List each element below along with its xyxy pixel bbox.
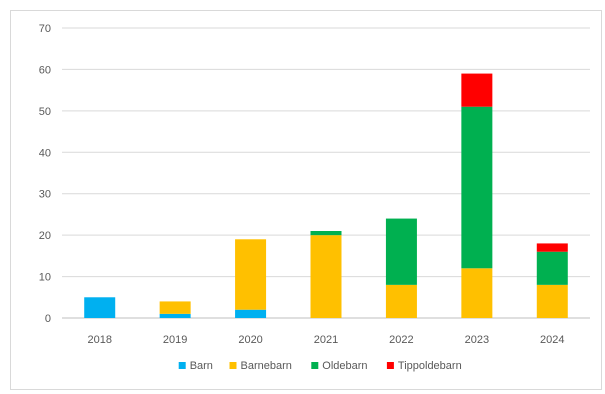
y-tick-label: 50 xyxy=(39,106,51,118)
legend-label-barn: Barn xyxy=(190,360,213,372)
legend: Barn Barnebarn Oldebarn Tippoldebarn xyxy=(178,360,462,372)
y-tick-label: 30 xyxy=(39,189,51,201)
x-tick-label: 2019 xyxy=(163,334,187,346)
y-tick-label: 10 xyxy=(39,272,51,284)
legend-swatch-barnebarn xyxy=(229,362,237,369)
legend-swatch-barn xyxy=(178,362,186,369)
y-tick-label: 20 xyxy=(39,230,51,242)
bar-oldebarn-2024 xyxy=(536,251,568,285)
bar-oldebarn-2023 xyxy=(461,106,493,269)
bars xyxy=(84,73,568,318)
bar-barn-2020 xyxy=(235,309,267,318)
y-tick-label: 0 xyxy=(45,313,51,325)
x-tick-label: 2020 xyxy=(238,334,262,346)
x-tick-label: 2022 xyxy=(389,334,413,346)
gridlines xyxy=(62,27,590,319)
x-tick-label: 2018 xyxy=(87,334,111,346)
legend-label-barnebarn: Barnebarn xyxy=(241,360,292,372)
legend-swatch-tippoldebarn xyxy=(386,362,394,369)
bar-barnebarn-2020 xyxy=(235,239,267,310)
bar-oldebarn-2021 xyxy=(310,231,342,236)
x-axis-ticks: 2018 2019 2020 2021 2022 2023 2024 xyxy=(87,334,564,346)
bar-barnebarn-2024 xyxy=(536,284,568,318)
y-axis-ticks: 0 10 20 30 40 50 60 70 xyxy=(39,23,51,325)
legend-label-tippoldebarn: Tippoldebarn xyxy=(398,360,462,372)
chart-frame xyxy=(10,10,602,390)
y-tick-label: 60 xyxy=(39,64,51,76)
x-tick-label: 2024 xyxy=(540,334,564,346)
legend-swatch-oldebarn xyxy=(311,362,319,369)
y-tick-label: 70 xyxy=(39,23,51,35)
bar-tippoldebarn-2024 xyxy=(536,243,568,252)
x-tick-label: 2023 xyxy=(465,334,489,346)
bar-oldebarn-2022 xyxy=(385,218,417,285)
bar-barnebarn-2023 xyxy=(461,268,493,318)
legend-label-oldebarn: Oldebarn xyxy=(322,360,367,372)
x-tick-label: 2021 xyxy=(314,334,338,346)
bar-tippoldebarn-2023 xyxy=(461,73,493,107)
bar-barnebarn-2021 xyxy=(310,235,342,318)
bar-barnebarn-2022 xyxy=(385,284,417,318)
y-tick-label: 40 xyxy=(39,147,51,159)
bar-barn-2018 xyxy=(84,297,116,318)
bar-barnebarn-2019 xyxy=(159,301,191,314)
bar-barn-2019 xyxy=(159,313,191,318)
